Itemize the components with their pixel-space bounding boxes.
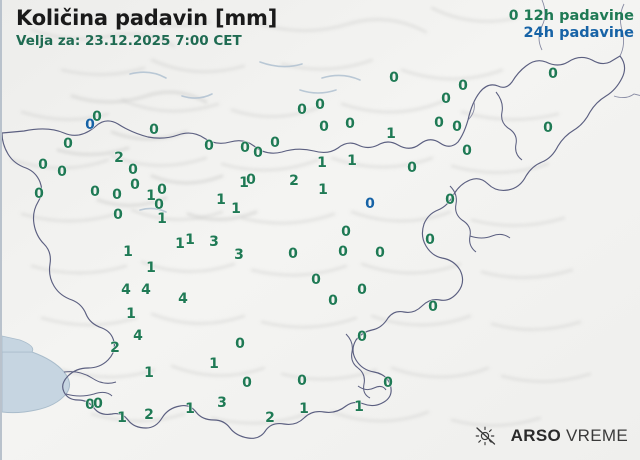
station-value: 0	[338, 244, 348, 260]
legend-label-12h: 12h padavine	[523, 8, 634, 24]
station-value: 0	[341, 224, 351, 240]
station-value: 0	[235, 336, 245, 352]
station-value: 0	[357, 282, 367, 298]
station-value: 1	[354, 399, 364, 415]
station-value: 0	[357, 329, 367, 345]
station-value: 1	[117, 410, 127, 426]
station-value: 1	[239, 175, 249, 191]
station-value: 0	[548, 66, 558, 82]
station-value: 4	[133, 328, 143, 344]
station-value: 0	[441, 91, 451, 107]
legend-item-24h: 0 24h padavine	[509, 25, 634, 42]
station-value: 0	[253, 145, 263, 161]
station-value: 0	[543, 120, 553, 136]
station-value: 0	[297, 102, 307, 118]
station-value: 1	[317, 155, 327, 171]
station-value: 1	[146, 260, 156, 276]
station-value: 0	[34, 186, 44, 202]
station-value: 0	[149, 122, 159, 138]
station-value: 1	[318, 182, 328, 198]
station-value: 1	[216, 192, 226, 208]
station-value: 2	[144, 407, 154, 423]
station-value: 0	[90, 184, 100, 200]
station-value: 1	[386, 126, 396, 142]
station-value: 0	[242, 375, 252, 391]
station-value: 1	[231, 201, 241, 217]
station-value: 0	[407, 160, 417, 176]
station-value: 2	[289, 173, 299, 189]
station-value: 1	[146, 188, 156, 204]
station-value: 0	[389, 70, 399, 86]
station-value: 2	[114, 150, 124, 166]
station-value: 4	[178, 291, 188, 307]
station-value: 1	[209, 356, 219, 372]
station-value: 0	[63, 136, 73, 152]
station-value: 1	[175, 236, 185, 252]
sun-cloud-icon	[475, 426, 495, 446]
station-value: 0	[452, 119, 462, 135]
station-value: 0	[288, 246, 298, 262]
legend: 0 12h padavine 0 24h padavine	[509, 8, 634, 41]
station-value: 2	[265, 410, 275, 426]
station-value: 0	[425, 232, 435, 248]
legend-label-24h: 24h padavine	[523, 24, 634, 41]
station-value: 1	[144, 365, 154, 381]
station-value: 0	[246, 172, 256, 188]
station-value: 1	[347, 153, 357, 169]
station-value: 0	[311, 272, 321, 288]
station-value: 0	[112, 187, 122, 203]
legend-sample-12h: 0	[508, 8, 519, 24]
station-value: 0	[319, 119, 329, 135]
station-value: 0	[93, 396, 103, 412]
logo-text: ARSO VREME	[511, 426, 628, 446]
station-value: 3	[234, 247, 244, 263]
station-value: 1	[185, 232, 195, 248]
station-value: 3	[209, 234, 219, 250]
station-value: 0	[204, 138, 214, 154]
station-value: 0	[270, 135, 280, 151]
station-value: 0	[328, 293, 338, 309]
station-value: 4	[121, 282, 131, 298]
station-value: 1	[123, 244, 133, 260]
station-value: 3	[217, 395, 227, 411]
station-value: 0	[462, 143, 472, 159]
station-value: 0	[375, 245, 385, 261]
logo-text-light: VREME	[566, 426, 628, 445]
station-value: 0	[445, 192, 455, 208]
station-value: 0	[383, 375, 393, 391]
station-value: 0	[365, 196, 375, 212]
station-value: 0	[434, 115, 444, 131]
station-value: 0	[297, 373, 307, 389]
station-value: 0	[57, 164, 67, 180]
station-value: 0	[85, 117, 95, 133]
station-value: 1	[126, 306, 136, 322]
station-value: 0	[157, 182, 167, 198]
station-value: 1	[185, 401, 195, 417]
logo-text-bold: ARSO	[510, 426, 561, 445]
station-value: 0	[345, 116, 355, 132]
station-value: 4	[141, 282, 151, 298]
station-value: 0	[92, 109, 102, 125]
station-value: 1	[299, 401, 309, 417]
station-value: 0	[130, 177, 140, 193]
station-value: 0	[85, 397, 95, 413]
station-value: 0	[428, 299, 438, 315]
station-value: 0	[240, 140, 250, 156]
station-value: 0	[154, 197, 164, 213]
legend-item-12h: 0 12h padavine	[509, 8, 634, 25]
station-value: 0	[113, 207, 123, 223]
station-value: 1	[157, 211, 167, 227]
station-value: 2	[110, 340, 120, 356]
station-value: 0	[38, 157, 48, 173]
station-value: 0	[458, 78, 468, 94]
country-border	[2, 55, 626, 439]
station-value: 0	[128, 162, 138, 178]
arso-vreme-logo: ARSO VREME	[474, 424, 628, 448]
station-value: 0	[315, 97, 325, 113]
